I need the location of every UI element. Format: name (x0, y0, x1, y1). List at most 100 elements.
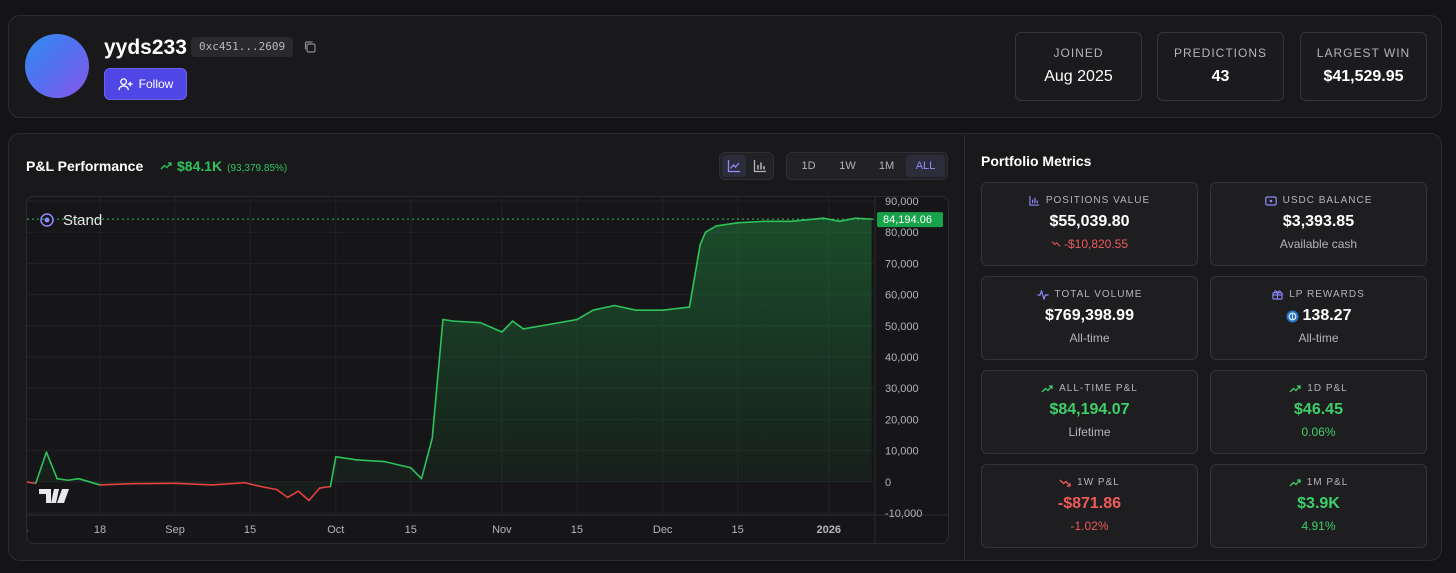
y-tick-label: 70,000 (885, 258, 919, 270)
card-header: LP REWARDS (1211, 289, 1426, 300)
pl-line-segment (410, 466, 423, 480)
range-1d[interactable]: 1D (801, 160, 816, 172)
pl-line-segment (276, 488, 289, 499)
y-tick-label: 30,000 (885, 383, 919, 395)
trend-down-icon (1051, 241, 1061, 247)
card-value: 138.27 (1211, 307, 1426, 325)
pl-line-segment (715, 222, 739, 227)
card-1w-pl: 1W P&L -$871.86 -1.02% (981, 464, 1198, 548)
username: yyds233 (104, 36, 187, 59)
card-value: $46.45 (1294, 401, 1343, 418)
card-sub: All-time (1069, 331, 1110, 345)
pl-line-segment (383, 460, 412, 469)
card-header: ALL-TIME P&L (982, 383, 1197, 394)
range-1m[interactable]: 1M (878, 160, 895, 172)
pl-line-segment (420, 437, 434, 480)
card-all-time-pl: ALL-TIME P&L $84,194.07 Lifetime (981, 370, 1198, 454)
x-tick-label: Nov (492, 524, 512, 536)
range-all[interactable]: ALL (906, 155, 945, 177)
card-header: 1W P&L (982, 477, 1197, 488)
divider (964, 135, 965, 561)
pl-line-segment (334, 456, 359, 461)
x-tick-label: 2026 (817, 524, 841, 536)
card-sub: 0.06% (1301, 425, 1336, 439)
card-label: 1M P&L (1306, 477, 1349, 488)
chart-type-toggle (719, 152, 774, 180)
y-tick-label: 50,000 (885, 321, 919, 333)
card-value: -$871.86 (1057, 495, 1122, 512)
bar-chart-button[interactable] (748, 155, 772, 177)
y-tick-label: 80,000 (885, 227, 919, 239)
pl-line-segment (704, 225, 718, 234)
y-tick-label: -10,000 (885, 508, 922, 520)
pl-line-segment (211, 481, 246, 486)
trend-up-icon (160, 162, 172, 170)
pl-area (27, 218, 872, 501)
portfolio-metrics-title: Portfolio Metrics (981, 153, 1092, 169)
pl-chart[interactable]: 90,000 80,000 70,000 60,000 50,000 40,000 30,0… (26, 196, 949, 544)
pl-line-segment (56, 477, 69, 482)
card-label: ALL-TIME P&L (1059, 383, 1138, 394)
y-tick-label: 40,000 (885, 352, 919, 364)
pl-chart-svg: 90,000 80,000 70,000 60,000 50,000 40,000 30,0… (27, 197, 948, 543)
last-value-tag (877, 212, 943, 228)
pl-line-segment (431, 318, 444, 439)
card-1d-pl: 1D P&L $46.45 0.06% (1210, 370, 1427, 454)
pl-line-segment (356, 459, 385, 463)
pl-value: $84.1K (177, 158, 223, 174)
pl-line-segment (45, 451, 58, 480)
y-tick-label: 60,000 (885, 290, 919, 302)
x-tick-label: 18 (94, 524, 106, 536)
pl-line-segment (174, 482, 214, 486)
gift-icon (1272, 290, 1283, 300)
card-sub: -$10,820.55 (982, 237, 1197, 251)
x-tick-label: Oct (327, 524, 344, 536)
pl-line-segment (522, 323, 551, 330)
range-1w[interactable]: 1W (839, 160, 856, 172)
pl-line-segment (613, 304, 637, 311)
card-label: TOTAL VOLUME (1054, 289, 1143, 300)
stand-logo-icon (40, 213, 54, 227)
pl-line-segment (243, 481, 262, 488)
card-total-volume: TOTAL VOLUME $769,398.99 All-time (981, 276, 1198, 360)
pl-line-segment (318, 485, 332, 489)
pl-line-segment (297, 490, 310, 502)
pl-percent: (93,379.85%) (227, 163, 288, 174)
pl-line-segment (511, 320, 525, 330)
stand-logo-dot (44, 217, 50, 223)
x-tick-label: 15 (405, 524, 417, 536)
line-chart-button[interactable] (722, 155, 746, 177)
stat-label: PREDICTIONS (1173, 46, 1267, 60)
wallet-address: 0xc451...2609 (191, 37, 294, 57)
card-sub: All-time (1298, 331, 1339, 345)
bar-chart-icon (1029, 195, 1039, 206)
trend-up-icon (1289, 478, 1301, 486)
pl-line-segment (452, 320, 482, 324)
stat-predictions: PREDICTIONS 43 (1157, 32, 1284, 101)
card-label: 1D P&L (1307, 383, 1348, 394)
trend-up-icon (1289, 384, 1301, 392)
main-panel: P&L Performance $84.1K (93,379.85%) 1D 1… (8, 133, 1442, 561)
activity-icon (1037, 289, 1049, 300)
card-usdc-balance: USDC BALANCE $3,393.85 Available cash (1210, 182, 1427, 266)
stat-label: JOINED (1053, 46, 1104, 60)
series-label: Stand (63, 212, 102, 229)
card-label: LP REWARDS (1289, 289, 1365, 300)
x-tick-label: 15 (732, 524, 744, 536)
follow-button[interactable]: Follow (104, 68, 187, 100)
pl-line-segment (479, 321, 503, 333)
pl-line-segment (286, 490, 300, 499)
follow-label: Follow (138, 77, 174, 91)
card-value: $769,398.99 (1045, 307, 1134, 324)
bar-chart-icon (753, 160, 766, 173)
card-value: $3,393.85 (1282, 213, 1355, 230)
copy-icon[interactable] (303, 40, 317, 54)
pl-title: P&L Performance (26, 158, 144, 174)
x-tick-label: 15 (571, 524, 583, 536)
last-value-label: 84,194.06 (883, 214, 932, 226)
card-sub-text: -$10,820.55 (1063, 237, 1129, 251)
x-tick-label: 15 (244, 524, 256, 536)
pl-line-segment (329, 456, 337, 488)
pl-line-segment (27, 481, 37, 485)
x-tick-label: Dec (653, 524, 673, 536)
